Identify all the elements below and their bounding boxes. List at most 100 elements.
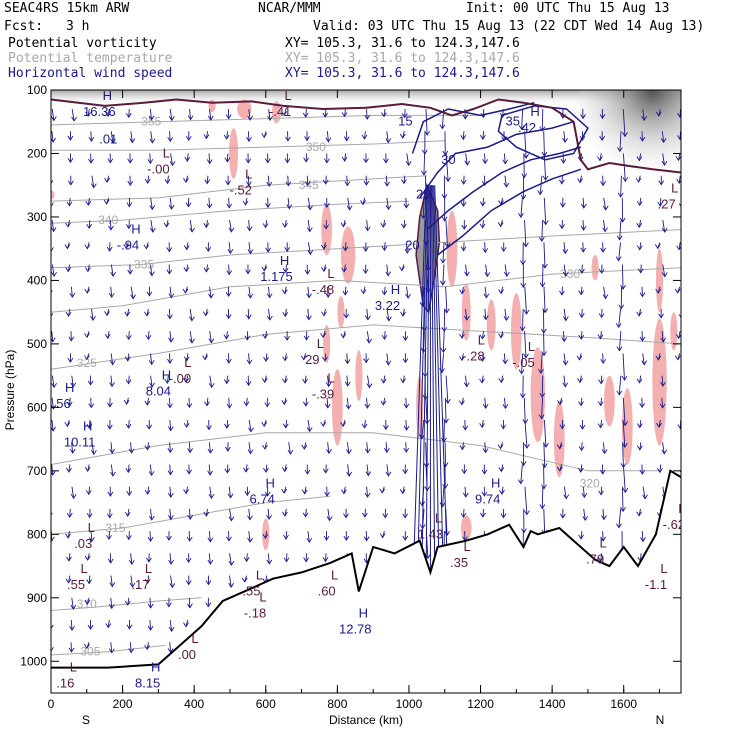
wind-vector-head	[147, 536, 154, 542]
wind-vector-head	[70, 382, 77, 388]
wind-vector	[503, 353, 506, 364]
hl-symbol: H	[83, 418, 92, 433]
wind-vector	[347, 197, 351, 210]
wind-vector	[326, 131, 329, 142]
wind-vector-head	[208, 293, 214, 299]
wind-vector	[622, 353, 625, 381]
wind-vector-head	[460, 201, 467, 207]
wind-vector-head	[244, 490, 251, 497]
wind-vector-head	[146, 557, 152, 563]
wind-vector-head	[445, 398, 451, 404]
wind-vector-head	[187, 115, 194, 121]
wind-vector-head	[103, 199, 110, 205]
wind-vector-head	[459, 289, 466, 295]
wind-vector	[51, 131, 54, 143]
wind-vector-head	[419, 501, 426, 507]
hl-symbol: L	[678, 501, 685, 516]
wind-vector	[678, 242, 681, 250]
wind-vector-head	[597, 156, 603, 162]
wind-vector-head	[84, 466, 91, 473]
wind-vector-head	[342, 290, 349, 296]
wind-vector	[246, 553, 248, 562]
wind-vector-head	[69, 448, 76, 454]
wind-vector	[327, 375, 330, 387]
wind-vector-head	[599, 469, 606, 475]
wind-vector-head	[303, 557, 309, 563]
wind-vector-head	[65, 267, 72, 273]
theta-contour	[51, 229, 681, 269]
wind-vector-head	[460, 135, 467, 141]
wind-vector-head	[616, 147, 623, 153]
wind-vector-head	[125, 535, 132, 541]
theta-contour	[51, 432, 660, 472]
wind-vector-head	[186, 469, 192, 475]
wind-vector	[268, 108, 271, 121]
theta-contour	[51, 597, 202, 611]
wind-vector-head	[148, 115, 155, 121]
wind-vector-head	[620, 507, 626, 513]
wind-vector-head	[519, 326, 526, 332]
wind-vector-head	[125, 335, 132, 341]
wind-vector-head	[67, 357, 74, 363]
wind-vector-head	[326, 516, 333, 522]
wind-vector-head	[636, 378, 643, 384]
wind-vector	[149, 353, 153, 365]
wind-vector	[465, 308, 468, 321]
hl-value: 15	[398, 114, 412, 129]
wind-vector	[284, 308, 287, 317]
wind-vector	[524, 220, 527, 247]
wind-vector	[543, 420, 547, 448]
hl-value: 8.04	[146, 384, 171, 399]
wind-vector-head	[403, 447, 410, 453]
wind-vector-head	[479, 201, 486, 207]
wind-vector	[541, 397, 543, 419]
wind-vector	[600, 375, 603, 384]
wind-vector-head	[502, 359, 509, 365]
wind-vector	[344, 153, 347, 162]
wind-vector	[659, 197, 662, 207]
wind-vector	[682, 398, 683, 409]
wind-vector	[130, 553, 133, 565]
wind-vector	[563, 242, 566, 254]
wind-vector-head	[85, 200, 92, 206]
wind-vector	[346, 397, 350, 409]
hl-value: 8.15	[135, 675, 160, 690]
wind-vector-head	[108, 292, 115, 299]
wind-vector	[661, 331, 664, 342]
field-wind-xy: XY= 105.3, 31.6 to 124.3,147.6	[285, 66, 520, 81]
wind-vector-head	[405, 293, 411, 299]
wind-vector-head	[144, 578, 151, 584]
wind-vector	[51, 464, 54, 476]
wind-vector-head	[541, 351, 547, 357]
wind-vector	[385, 175, 388, 186]
wind-vector-head	[104, 177, 110, 183]
wind-vector-head	[484, 272, 491, 278]
wind-vector-head	[620, 284, 626, 290]
wind-vector	[110, 353, 114, 365]
wind-vector-head	[303, 157, 309, 163]
wind-vector	[425, 397, 428, 424]
y-axis-label: Pressure (hPa)	[3, 350, 17, 431]
wind-vector-head	[243, 401, 250, 407]
wind-vector	[69, 508, 71, 518]
wind-vector-head	[363, 536, 370, 542]
hl-symbol: L	[245, 166, 252, 181]
wind-vector-head	[307, 250, 314, 256]
wind-vector-head	[247, 115, 254, 121]
wind-vector	[366, 331, 370, 343]
wind-vector	[603, 286, 606, 299]
wind-vector	[267, 553, 270, 564]
wind-vector-head	[617, 192, 624, 198]
wind-vector	[130, 131, 133, 143]
wind-vector-head	[661, 227, 668, 233]
wind-vector-head	[363, 358, 370, 364]
wind-vector-head	[262, 333, 269, 340]
hl-value: 20	[405, 238, 419, 253]
wind-vector	[209, 286, 212, 298]
wind-vector-head	[657, 201, 664, 207]
wind-vector	[442, 264, 445, 285]
wind-vector-head	[70, 494, 77, 500]
pv-shading-patch	[446, 210, 458, 287]
wind-vector	[620, 175, 622, 197]
wind-vector	[127, 464, 130, 473]
